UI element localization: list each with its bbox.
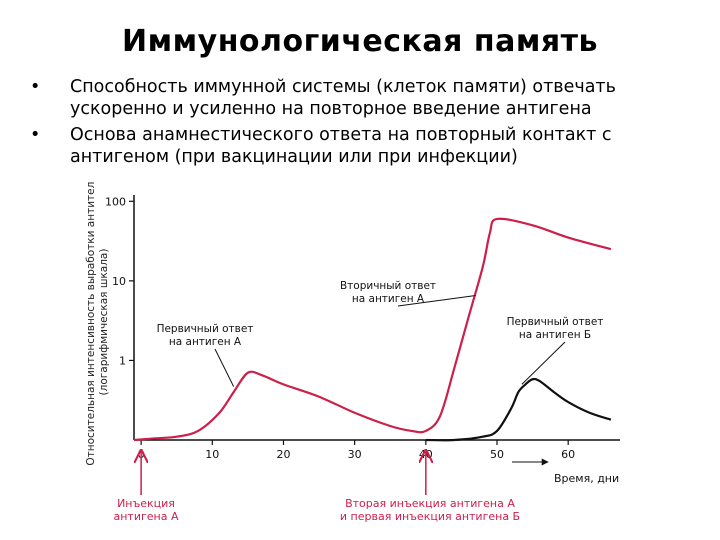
annotation-label: Вторичный ответ на антиген А xyxy=(340,280,436,305)
y-axis-label-line: Относительная интенсивность выработки ан… xyxy=(85,182,97,466)
annotation-line: на антиген А xyxy=(352,293,425,305)
y-tick-label: 100 xyxy=(105,195,126,208)
x-axis-label: Время, дни xyxy=(554,472,619,485)
x-tick-label: 50 xyxy=(490,448,504,461)
series-line-antigen-b xyxy=(425,377,612,442)
injection-label-line: Вторая инъекция антигена А xyxy=(345,497,515,510)
annotation-label: Первичный ответ на антиген А xyxy=(157,323,254,348)
y-axis-label-line: (логарифмическая шкала) xyxy=(98,249,110,396)
annotation-leader xyxy=(397,295,476,307)
bullet-text: Способность иммунной системы (клеток пам… xyxy=(70,77,616,119)
bullet-dot-icon: • xyxy=(30,77,41,97)
x-tick-label: 60 xyxy=(561,448,575,461)
bullet-dot-icon: • xyxy=(30,125,41,145)
injection-label-line: Инъекция xyxy=(117,497,175,510)
bullet-text: Основа анамнестического ответа на повтор… xyxy=(70,125,612,167)
y-tick-label: 10 xyxy=(112,275,126,288)
bullet-item: • Способность иммунной системы (клеток п… xyxy=(30,76,700,120)
annotation-line: на антиген А xyxy=(169,336,242,348)
annotation-leader xyxy=(214,348,235,387)
annotation-leader xyxy=(521,341,566,385)
slide-title: Иммунологическая память xyxy=(122,24,598,59)
x-tick-label: 20 xyxy=(276,448,290,461)
bullet-list: • Способность иммунной системы (клеток п… xyxy=(30,76,700,172)
y-axis-label: Относительная интенсивность выработки ан… xyxy=(85,178,110,465)
injection-label-line: и первая инъекция антигена Б xyxy=(340,510,520,523)
injection-label: Инъекция антигена А xyxy=(114,497,179,523)
x-tick-label: 30 xyxy=(348,448,362,461)
annotation-label: Первичный ответ на антиген Б xyxy=(507,316,604,341)
series-lines xyxy=(133,217,612,442)
annotation-line: Вторичный ответ xyxy=(340,280,436,292)
annotation-line: Первичный ответ xyxy=(157,323,254,335)
series-line-antigen-a xyxy=(133,217,612,442)
annotation-line: на антиген Б xyxy=(519,329,591,341)
y-ticks: 1 10 100 xyxy=(105,195,134,367)
injection-markers: Инъекция антигена А Вторая инъекция антиге… xyxy=(114,452,520,523)
annotation-line: Первичный ответ xyxy=(507,316,604,328)
y-tick-label: 1 xyxy=(119,354,126,367)
x-tick-label: 10 xyxy=(205,448,219,461)
bullet-item: • Основа анамнестического ответа на повт… xyxy=(30,124,700,168)
injection-label-line: антигена А xyxy=(114,510,179,523)
